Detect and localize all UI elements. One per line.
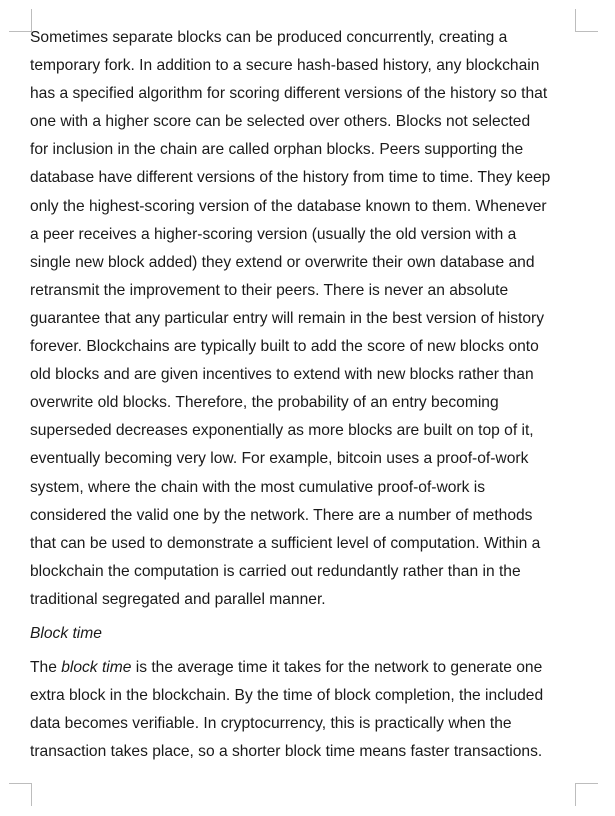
text-line: traditional segregated and parallel mann… [30,590,326,608]
text-line: considered the valid one by the network.… [30,506,533,524]
text-line: transaction takes place, so a shorter bl… [30,743,543,761]
page-corner-mark-bottom-right [575,783,598,806]
text-line: forever. Blockchains are typically built… [30,338,539,356]
paragraph-forks: Sometimes separate blocks can be produce… [30,24,575,614]
emphasized-term: block time [61,658,132,676]
text-line: database have different versions of the … [30,169,551,187]
page-corner-mark-top-right [575,9,598,32]
text-line: old blocks and are given incentives to e… [30,366,534,384]
text-line: eventually becoming very low. For exampl… [30,450,529,468]
text-line: extra block in the blockchain. By the ti… [30,687,544,705]
text-line: for inclusion in the chain are called or… [30,141,524,159]
text-line: blockchain the computation is carried ou… [30,562,521,580]
text-line: temporary fork. In addition to a secure … [30,57,540,75]
text-line: data becomes verifiable. In cryptocurren… [30,715,512,733]
text-line: has a specified algorithm for scoring di… [30,85,548,103]
text-line: retransmit the improvement to their peer… [30,281,509,299]
text-line: Sometimes separate blocks can be produce… [30,29,508,46]
text-line: single new block added) they extend or o… [30,253,535,271]
text-line: only the highest-scoring version of the … [30,197,547,215]
section-heading-block-time: Block time [30,624,102,642]
text-line: superseded decreases exponentially as mo… [30,422,534,440]
text-line: overwrite old blocks. Therefore, the pro… [30,394,499,412]
paragraph-block-time: The block time is the average time it ta… [30,654,575,766]
page-corner-mark-bottom-left [9,783,32,806]
text-line: a peer receives a higher-scoring version… [30,225,517,243]
text-line: guarantee that any particular entry will… [30,309,544,327]
text-run: is the average time it takes for the net… [131,658,543,676]
text-line: that can be used to demonstrate a suffic… [30,534,541,552]
text-run: The [30,658,62,676]
text-line: system, where the chain with the most cu… [30,478,485,496]
text-line: one with a higher score can be selected … [30,113,531,131]
page-corner-mark-top-left [9,9,32,32]
document-body[interactable]: Sometimes separate blocks can be produce… [30,24,575,766]
text-line: The block time is the average time it ta… [30,654,575,682]
